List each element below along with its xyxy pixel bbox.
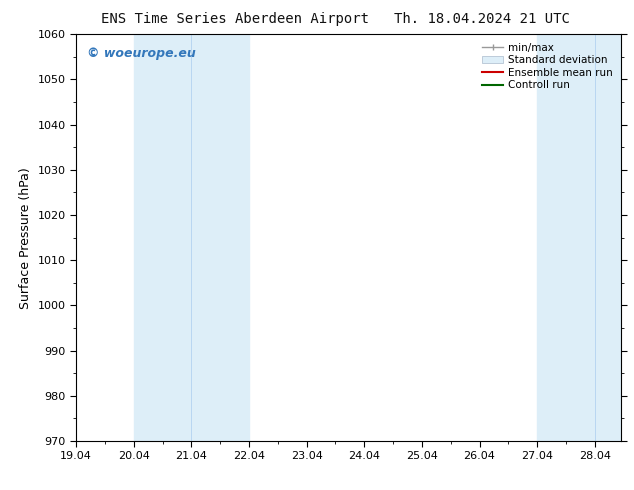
Bar xyxy=(537,34,621,441)
Y-axis label: Surface Pressure (hPa): Surface Pressure (hPa) xyxy=(19,167,32,309)
Bar xyxy=(134,34,249,441)
Text: ENS Time Series Aberdeen Airport: ENS Time Series Aberdeen Airport xyxy=(101,12,368,26)
Text: Th. 18.04.2024 21 UTC: Th. 18.04.2024 21 UTC xyxy=(394,12,570,26)
Legend: min/max, Standard deviation, Ensemble mean run, Controll run: min/max, Standard deviation, Ensemble me… xyxy=(479,40,616,94)
Text: © woeurope.eu: © woeurope.eu xyxy=(87,47,196,59)
